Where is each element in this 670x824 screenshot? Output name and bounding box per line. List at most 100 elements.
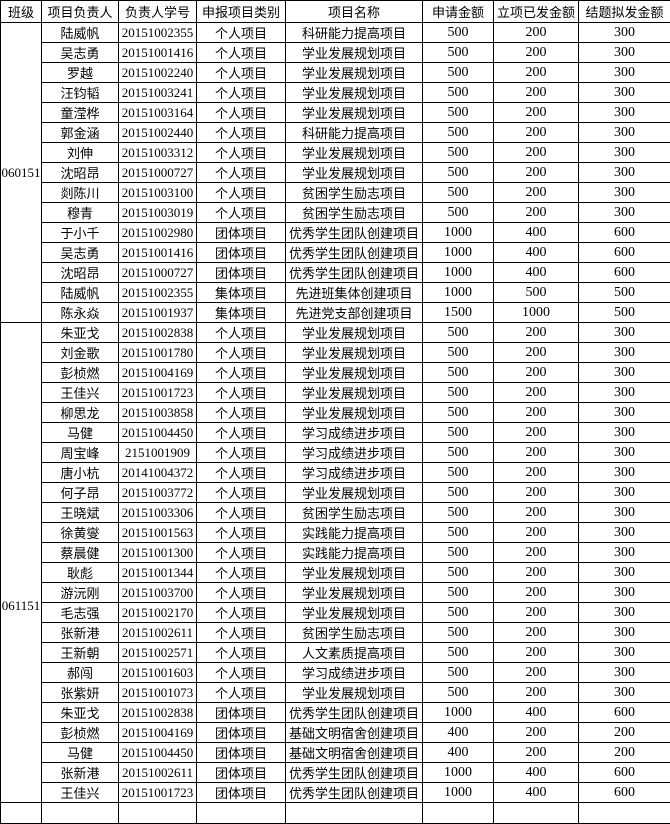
student-id-cell: 20151002355: [119, 23, 197, 43]
project-name-cell: 学业发展规划项目: [286, 483, 423, 503]
leader-name-cell: 陆威帆: [42, 283, 119, 303]
leader-name-cell: 沈昭昂: [42, 263, 119, 283]
issued-amount-cell: 200: [494, 643, 579, 663]
proposed-amount-cell: 300: [579, 423, 670, 443]
student-id-cell: 20151001073: [119, 683, 197, 703]
proposed-amount-cell: 300: [579, 343, 670, 363]
applied-amount-cell: 400: [423, 723, 494, 743]
student-id-cell: 20151000727: [119, 263, 197, 283]
project-name-cell: 贫困学生励志项目: [286, 503, 423, 523]
student-id-cell: 20151001416: [119, 43, 197, 63]
empty-cell: [197, 803, 286, 824]
project-name-cell: 优秀学生团队创建项目: [286, 763, 423, 783]
empty-cell: [579, 803, 670, 824]
leader-name-cell: 吴志勇: [42, 43, 119, 63]
leader-name-cell: 罗越: [42, 63, 119, 83]
applied-amount-cell: 500: [423, 23, 494, 43]
applied-amount-cell: 500: [423, 83, 494, 103]
applied-amount-cell: 500: [423, 583, 494, 603]
leader-name-cell: 沈昭昂: [42, 163, 119, 183]
leader-name-cell: 王佳兴: [42, 783, 119, 803]
applied-amount-cell: 500: [423, 523, 494, 543]
student-id-cell: 20151002240: [119, 63, 197, 83]
category-cell: 团体项目: [197, 783, 286, 803]
empty-cell: [119, 803, 197, 824]
issued-amount-cell: 200: [494, 183, 579, 203]
student-id-cell: 20151000727: [119, 163, 197, 183]
project-name-cell: 优秀学生团队创建项目: [286, 783, 423, 803]
issued-amount-cell: 200: [494, 103, 579, 123]
proposed-amount-cell: 300: [579, 663, 670, 683]
issued-amount-cell: 200: [494, 723, 579, 743]
applied-amount-cell: 500: [423, 543, 494, 563]
leader-name-cell: 朱亚戈: [42, 323, 119, 343]
applied-amount-cell: 500: [423, 483, 494, 503]
header-issued-amount: 立项已发金额: [494, 1, 579, 23]
project-name-cell: 学业发展规划项目: [286, 163, 423, 183]
student-id-cell: 20151004169: [119, 723, 197, 743]
applied-amount-cell: 1000: [423, 783, 494, 803]
student-id-cell: 20151001937: [119, 303, 197, 323]
issued-amount-cell: 1000: [494, 303, 579, 323]
project-name-cell: 学业发展规划项目: [286, 363, 423, 383]
student-id-cell: 20151003019: [119, 203, 197, 223]
leader-name-cell: 于小千: [42, 223, 119, 243]
issued-amount-cell: 400: [494, 703, 579, 723]
project-name-cell: 学业发展规划项目: [286, 683, 423, 703]
proposed-amount-cell: 600: [579, 783, 670, 803]
project-name-cell: 贫困学生励志项目: [286, 183, 423, 203]
project-name-cell: 学业发展规划项目: [286, 383, 423, 403]
applied-amount-cell: 500: [423, 443, 494, 463]
leader-name-cell: 徐黄燮: [42, 523, 119, 543]
header-leader: 项目负责人: [42, 1, 119, 23]
student-id-cell: 20151003312: [119, 143, 197, 163]
applied-amount-cell: 500: [423, 143, 494, 163]
issued-amount-cell: 200: [494, 663, 579, 683]
leader-name-cell: 王佳兴: [42, 383, 119, 403]
issued-amount-cell: 200: [494, 683, 579, 703]
issued-amount-cell: 200: [494, 523, 579, 543]
proposed-amount-cell: 600: [579, 263, 670, 283]
applied-amount-cell: 500: [423, 463, 494, 483]
category-cell: 个人项目: [197, 63, 286, 83]
applied-amount-cell: 500: [423, 363, 494, 383]
project-name-cell: 基础文明宿舍创建项目: [286, 723, 423, 743]
proposed-amount-cell: 300: [579, 183, 670, 203]
partial-row: [1, 803, 670, 824]
issued-amount-cell: 200: [494, 443, 579, 463]
project-name-cell: 实践能力提高项目: [286, 523, 423, 543]
proposed-amount-cell: 300: [579, 523, 670, 543]
category-cell: 个人项目: [197, 463, 286, 483]
leader-name-cell: 柳思龙: [42, 403, 119, 423]
category-cell: 团体项目: [197, 263, 286, 283]
applied-amount-cell: 1000: [423, 223, 494, 243]
project-name-cell: 先进班集体创建项目: [286, 283, 423, 303]
proposed-amount-cell: 300: [579, 143, 670, 163]
category-cell: 个人项目: [197, 383, 286, 403]
proposed-amount-cell: 300: [579, 543, 670, 563]
proposed-amount-cell: 300: [579, 483, 670, 503]
project-name-cell: 学习成绩进步项目: [286, 443, 423, 463]
student-id-cell: 20151002611: [119, 623, 197, 643]
issued-amount-cell: 200: [494, 143, 579, 163]
category-cell: 个人项目: [197, 203, 286, 223]
